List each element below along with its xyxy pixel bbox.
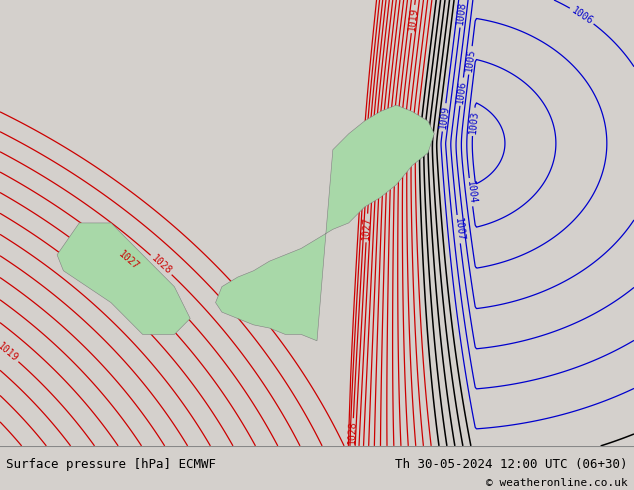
Text: 1028: 1028 bbox=[149, 253, 173, 276]
Text: 1027: 1027 bbox=[116, 249, 140, 272]
Text: 1027: 1027 bbox=[361, 216, 372, 240]
Text: 1006: 1006 bbox=[455, 79, 468, 104]
Text: 1009: 1009 bbox=[437, 105, 451, 130]
Text: 1019: 1019 bbox=[0, 341, 20, 364]
Text: 1004: 1004 bbox=[465, 180, 477, 204]
Text: 1005: 1005 bbox=[464, 48, 477, 73]
Polygon shape bbox=[57, 223, 190, 334]
Text: 1028: 1028 bbox=[347, 420, 358, 444]
Text: 1007: 1007 bbox=[453, 217, 465, 242]
Text: 1003: 1003 bbox=[467, 110, 479, 134]
Text: Surface pressure [hPa] ECMWF: Surface pressure [hPa] ECMWF bbox=[6, 458, 216, 471]
Text: © weatheronline.co.uk: © weatheronline.co.uk bbox=[486, 478, 628, 488]
Text: 1008: 1008 bbox=[455, 1, 468, 25]
Polygon shape bbox=[216, 105, 434, 341]
Text: 1006: 1006 bbox=[569, 5, 595, 26]
Text: 1019: 1019 bbox=[406, 7, 419, 31]
Text: Th 30-05-2024 12:00 UTC (06+30): Th 30-05-2024 12:00 UTC (06+30) bbox=[395, 458, 628, 471]
